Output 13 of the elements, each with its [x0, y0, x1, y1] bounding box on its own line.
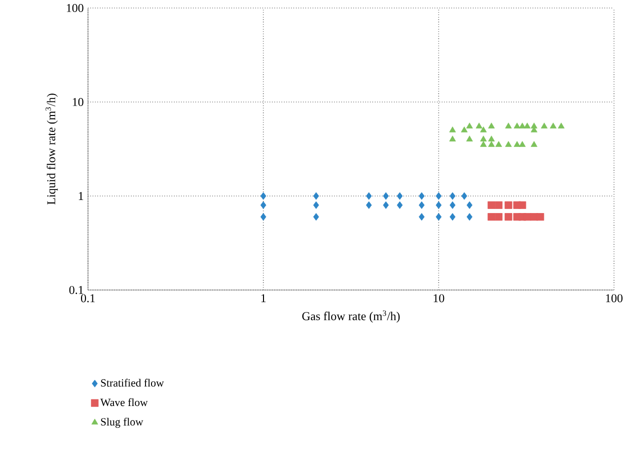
legend-label: Stratified flow [101, 378, 164, 387]
legend-label: Wave flow [100, 398, 148, 406]
y-axis-title: Liquid flow rate (m$^{3}$/h) [46, 94, 58, 205]
x-tick-label: 10 [434, 294, 444, 302]
x-axis-title: Gas flow rate (m$^{3}$/h) [302, 310, 400, 323]
legend-label: Slug flow [101, 418, 144, 428]
x-tick-label: 1 [261, 294, 266, 302]
y-tick-label: 0.1 [69, 286, 84, 294]
y-tick-label: 10 [72, 98, 84, 106]
x-tick-label: 0.1 [80, 294, 95, 302]
y-tick-label: 100 [66, 4, 84, 12]
y-tick-label: 1 [78, 192, 84, 200]
x-tick-label: 100 [606, 294, 623, 302]
